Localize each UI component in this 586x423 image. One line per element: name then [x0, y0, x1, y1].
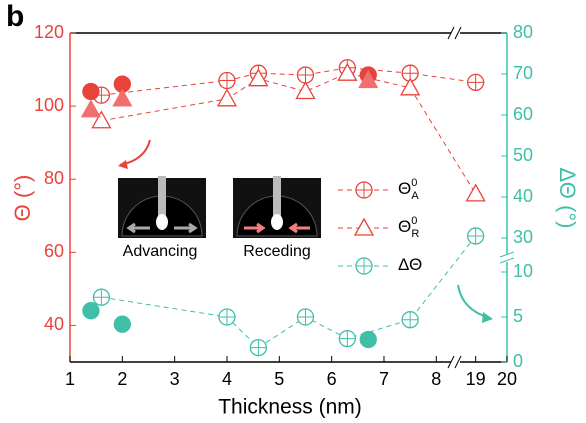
circle-marker	[82, 82, 100, 101]
x-tick-label: 7	[379, 369, 389, 389]
legend-label: ΔΘ	[398, 255, 422, 274]
legend-sup: 0	[411, 215, 417, 227]
x-tick-label: 6	[327, 369, 337, 389]
marker-cross	[339, 330, 356, 347]
triangle-marker	[337, 62, 358, 81]
x-tick-label: 20	[497, 369, 517, 389]
series-line	[101, 67, 476, 96]
axis-break	[447, 355, 462, 369]
y2-tick-label: 5	[513, 306, 523, 326]
x-tick-label: 4	[222, 369, 232, 389]
x-tick-label: 1	[65, 369, 75, 389]
legend-name: Θ	[398, 179, 411, 198]
marker-cross	[93, 289, 110, 306]
marker-cross	[467, 227, 484, 244]
y-tick-label: 60	[44, 241, 64, 261]
legend-label: Θ0 A	[398, 177, 419, 202]
marker-cross	[402, 311, 419, 328]
triangle-marker	[295, 81, 316, 100]
y2-tick-label: 40	[513, 186, 533, 206]
legend-name: ΔΘ	[398, 255, 422, 274]
triangle-marker	[358, 70, 379, 89]
legend-sub: R	[411, 228, 419, 240]
y-axis-title: Θ (°)	[10, 175, 35, 222]
legend-sup: 0	[411, 177, 417, 189]
marker-cross	[218, 72, 235, 89]
axis-break	[502, 254, 512, 262]
circle-marker	[113, 315, 131, 333]
panel-label: b	[6, 0, 24, 33]
legend-marker	[353, 217, 375, 236]
circle-marker	[359, 330, 377, 349]
y2-tick-label: 30	[513, 227, 533, 247]
circle-marker	[82, 302, 100, 320]
axis-break	[451, 28, 460, 38]
x-tick-label: 19	[466, 369, 486, 389]
y2-axis-title: ΔΘ (°)	[555, 168, 580, 229]
legend-label: Θ0 R	[398, 215, 419, 240]
droplet-illustrations	[118, 139, 493, 323]
axis-break	[451, 357, 460, 367]
y-tick-label: 100	[34, 95, 64, 115]
y2-tick-label: 70	[513, 63, 533, 83]
marker-cross	[218, 309, 235, 325]
axis-break	[499, 251, 515, 264]
y2-tick-label: 50	[513, 145, 533, 165]
triangle-marker	[465, 183, 486, 202]
marker-cross	[356, 182, 372, 198]
x-tick-label: 5	[274, 369, 284, 389]
x-tick-label: 8	[431, 369, 441, 389]
y-tick-label: 80	[44, 168, 64, 188]
y2-tick-label: 10	[513, 261, 533, 281]
y-tick-label: 120	[34, 22, 64, 42]
y2-tick-label: 80	[513, 22, 533, 42]
annotation: Advancing	[123, 243, 198, 260]
triangle-marker	[400, 77, 421, 96]
triangle-marker	[112, 88, 133, 107]
axis-break	[447, 26, 462, 40]
legend-name: Θ	[398, 217, 411, 236]
marker-cross	[297, 67, 314, 84]
x-tick-label: 3	[170, 369, 180, 389]
triangle-marker	[91, 110, 112, 129]
marker-cross	[356, 258, 372, 274]
x-axis-title: Thickness (nm)	[218, 396, 362, 419]
y-tick-label: 40	[44, 314, 64, 334]
triangle-marker	[80, 99, 102, 118]
marker-cross	[250, 339, 267, 356]
legend-sub: A	[411, 190, 419, 202]
triangle-marker	[216, 88, 238, 107]
annotation: Receding	[243, 243, 311, 260]
x-tick-label: 2	[117, 369, 127, 389]
marker-cross	[467, 74, 484, 91]
triangle-marker	[248, 68, 269, 87]
series-line	[101, 72, 477, 195]
marker-cross	[297, 309, 314, 325]
y2-tick-label: 60	[513, 104, 533, 124]
y2-tick-label: 0	[513, 351, 523, 371]
